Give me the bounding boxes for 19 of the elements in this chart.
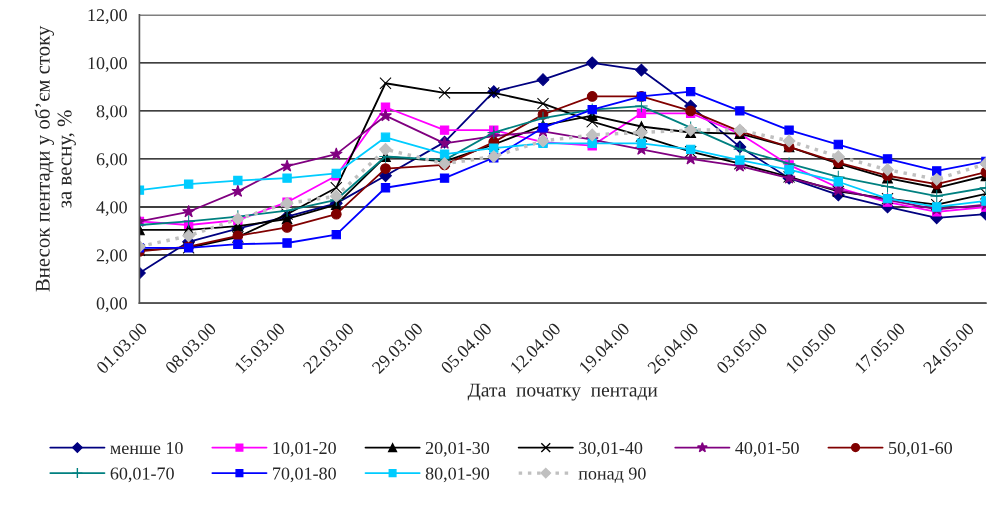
legend-label: 30,01-40 <box>579 441 643 457</box>
legend-label: 50,01-60 <box>889 441 953 457</box>
legend-label: 10,01-20 <box>273 441 336 457</box>
y-tick-label: 10,00 <box>88 57 127 72</box>
legend-label: 20,01-30 <box>425 441 490 457</box>
legend-label: 70,01-80 <box>273 467 336 483</box>
y-tick-label: 8,00 <box>96 105 127 120</box>
y-tick-label: 12,00 <box>88 9 127 24</box>
y-tick-label: 4,00 <box>96 201 127 217</box>
y-tick-label: 0,00 <box>96 297 127 313</box>
y-axis-title: Внесок пентади у об’єм стоку за весну, % <box>34 25 76 292</box>
legend-label: 40,01-50 <box>735 441 799 457</box>
legend-label: понад 90 <box>578 467 646 483</box>
legend-label: 80,01-90 <box>425 467 490 483</box>
x-axis-title: Дата початку пентади <box>467 383 658 401</box>
legend-label: 60,01-70 <box>110 467 174 483</box>
y-tick-label: 2,00 <box>96 249 127 265</box>
y-tick-label: 6,00 <box>96 153 127 168</box>
legend-label: менше 10 <box>110 441 183 455</box>
